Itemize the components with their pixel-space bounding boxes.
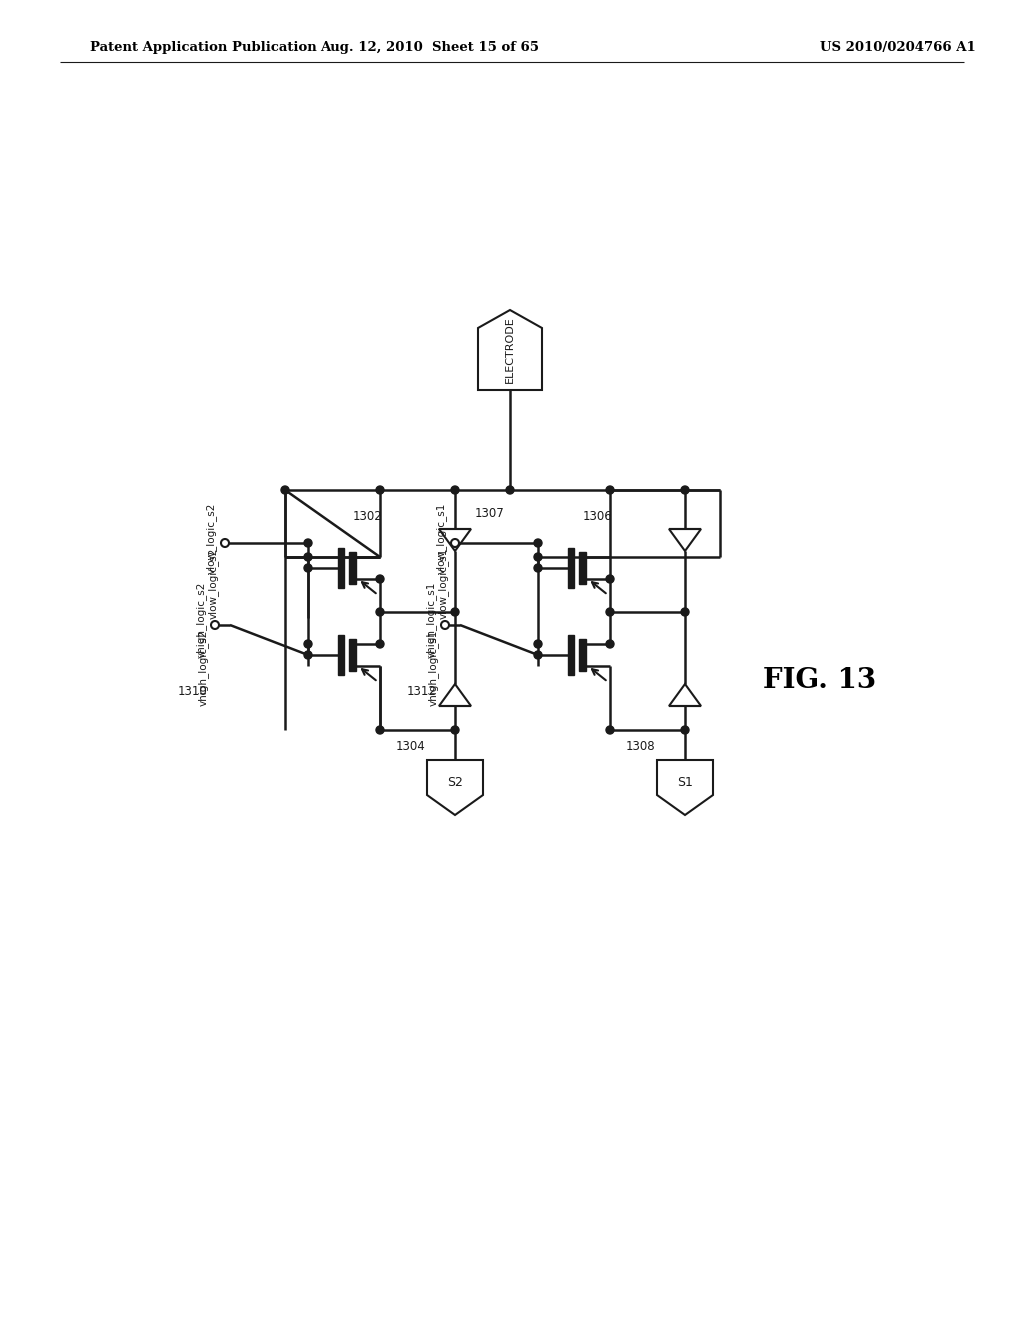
Circle shape	[304, 651, 312, 659]
Circle shape	[606, 486, 614, 494]
Text: S2: S2	[447, 776, 463, 788]
Text: 1306: 1306	[583, 510, 612, 523]
Text: vlow_logic_s1: vlow_logic_s1	[437, 548, 449, 619]
Bar	[568, 548, 574, 587]
Circle shape	[304, 539, 312, 546]
Text: vlow_logic_s1: vlow_logic_s1	[436, 503, 447, 574]
Circle shape	[221, 539, 229, 546]
Circle shape	[304, 564, 312, 572]
Circle shape	[534, 651, 542, 659]
Text: 1310: 1310	[177, 685, 207, 698]
Text: 1304: 1304	[395, 741, 425, 752]
Circle shape	[681, 486, 689, 494]
Circle shape	[534, 539, 542, 546]
Circle shape	[606, 726, 614, 734]
Circle shape	[506, 486, 514, 494]
Circle shape	[534, 553, 542, 561]
Circle shape	[451, 609, 459, 616]
Text: 1302: 1302	[353, 510, 383, 523]
Bar	[349, 639, 356, 671]
Circle shape	[441, 620, 449, 630]
Circle shape	[376, 726, 384, 734]
Text: 1307: 1307	[475, 507, 505, 520]
Text: Patent Application Publication: Patent Application Publication	[90, 41, 316, 54]
Circle shape	[211, 620, 219, 630]
Bar	[338, 548, 344, 587]
Circle shape	[304, 640, 312, 648]
Circle shape	[534, 640, 542, 648]
Circle shape	[376, 609, 384, 616]
Bar	[579, 639, 586, 671]
Bar	[338, 635, 344, 675]
Text: ELECTRODE: ELECTRODE	[505, 317, 515, 383]
Text: vlow_logic_s2: vlow_logic_s2	[206, 503, 217, 574]
Text: 1308: 1308	[626, 741, 655, 752]
Text: US 2010/0204766 A1: US 2010/0204766 A1	[820, 41, 976, 54]
Circle shape	[606, 609, 614, 616]
Circle shape	[681, 609, 689, 616]
Text: vhigh_logic_s2: vhigh_logic_s2	[196, 582, 207, 659]
Circle shape	[376, 486, 384, 494]
Text: Aug. 12, 2010  Sheet 15 of 65: Aug. 12, 2010 Sheet 15 of 65	[321, 41, 540, 54]
Text: vhigh_logic_s2: vhigh_logic_s2	[198, 630, 209, 706]
Circle shape	[534, 564, 542, 572]
Text: FIG. 13: FIG. 13	[764, 667, 877, 693]
Circle shape	[681, 726, 689, 734]
Text: vhigh_logic_s1: vhigh_logic_s1	[426, 582, 437, 659]
Circle shape	[376, 640, 384, 648]
Circle shape	[606, 640, 614, 648]
Text: vlow_logic_s2: vlow_logic_s2	[208, 548, 218, 619]
Circle shape	[606, 576, 614, 583]
Circle shape	[451, 726, 459, 734]
Circle shape	[376, 576, 384, 583]
Text: S1: S1	[677, 776, 693, 788]
Circle shape	[451, 539, 459, 546]
Bar	[568, 635, 574, 675]
Text: 1312: 1312	[408, 685, 437, 698]
Circle shape	[304, 553, 312, 561]
Bar	[349, 552, 356, 583]
Circle shape	[281, 486, 289, 494]
Bar	[579, 552, 586, 583]
Text: vhigh_logic_s1: vhigh_logic_s1	[428, 630, 438, 706]
Circle shape	[451, 486, 459, 494]
